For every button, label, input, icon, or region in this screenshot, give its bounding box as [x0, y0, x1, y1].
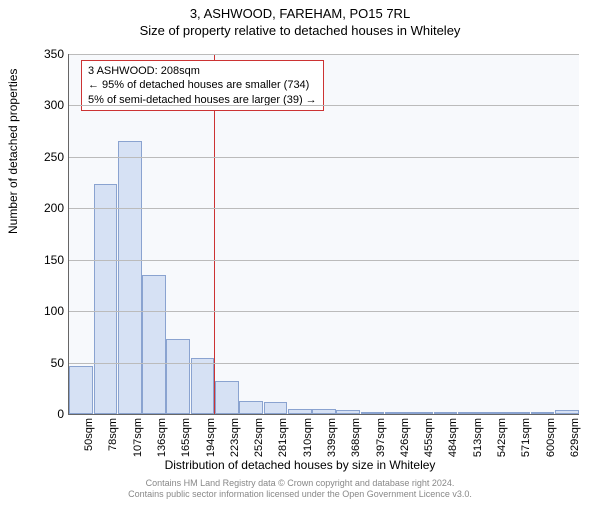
- x-tick-label: 50sqm: [83, 418, 95, 451]
- y-tick-label: 50: [4, 356, 64, 370]
- x-tick-label: 368sqm: [350, 418, 362, 457]
- annotation-line1: 3 ASHWOOD: 208sqm: [88, 64, 317, 78]
- y-tick-label: 250: [4, 150, 64, 164]
- x-tick-label: 194sqm: [205, 418, 217, 457]
- x-tick-label: 339sqm: [326, 418, 338, 457]
- y-tick-label: 200: [4, 201, 64, 215]
- y-tick-label: 150: [4, 253, 64, 267]
- x-tick-label: 484sqm: [447, 418, 459, 457]
- histogram-bar: [69, 366, 93, 414]
- x-tick-label: 281sqm: [277, 418, 289, 457]
- histogram-plot-area: 3 ASHWOOD: 208sqm ← 95% of detached hous…: [68, 54, 579, 415]
- x-tick-label: 600sqm: [545, 418, 557, 457]
- x-tick-label: 78sqm: [107, 418, 119, 451]
- y-tick-label: 100: [4, 304, 64, 318]
- x-axis-label: Distribution of detached houses by size …: [0, 458, 600, 472]
- histogram-bar: [166, 339, 190, 414]
- x-tick-label: 513sqm: [472, 418, 484, 457]
- y-axis-ticks: 050100150200250300350: [0, 54, 68, 414]
- histogram-bar: [239, 401, 263, 414]
- annotation-line2: ← 95% of detached houses are smaller (73…: [88, 78, 317, 92]
- footer-line1: Contains HM Land Registry data © Crown c…: [0, 478, 600, 489]
- x-tick-label: 136sqm: [156, 418, 168, 457]
- x-tick-label: 165sqm: [180, 418, 192, 457]
- x-tick-label: 426sqm: [399, 418, 411, 457]
- page-title-subtitle: Size of property relative to detached ho…: [0, 23, 600, 38]
- x-tick-label: 571sqm: [520, 418, 532, 457]
- x-tick-label: 542sqm: [496, 418, 508, 457]
- histogram-bar: [215, 381, 239, 414]
- page-title-address: 3, ASHWOOD, FAREHAM, PO15 7RL: [0, 6, 600, 21]
- annotation-box: 3 ASHWOOD: 208sqm ← 95% of detached hous…: [81, 60, 324, 111]
- y-tick-label: 350: [4, 47, 64, 61]
- histogram-bar: [118, 141, 142, 414]
- x-tick-label: 397sqm: [375, 418, 387, 457]
- histogram-bar: [142, 275, 166, 414]
- y-tick-label: 0: [4, 407, 64, 421]
- x-tick-label: 107sqm: [132, 418, 144, 457]
- y-tick-label: 300: [4, 98, 64, 112]
- x-tick-label: 252sqm: [253, 418, 265, 457]
- histogram-bar: [94, 184, 118, 414]
- footer-line2: Contains public sector information licen…: [0, 489, 600, 500]
- histogram-bar: [191, 358, 215, 414]
- x-tick-label: 455sqm: [423, 418, 435, 457]
- x-tick-label: 310sqm: [302, 418, 314, 457]
- histogram-bar: [264, 402, 288, 414]
- x-tick-label: 629sqm: [569, 418, 581, 457]
- x-tick-label: 223sqm: [229, 418, 241, 457]
- footer-attribution: Contains HM Land Registry data © Crown c…: [0, 478, 600, 500]
